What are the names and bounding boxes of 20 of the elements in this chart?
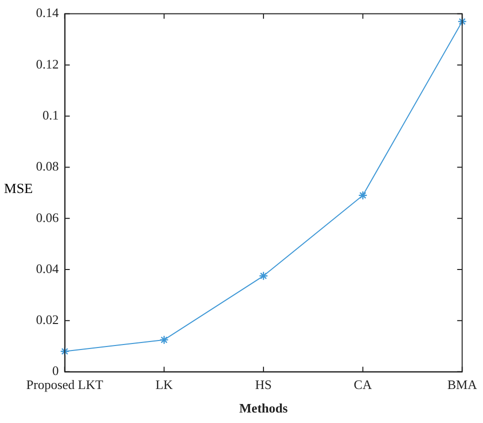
- x-tick-label: Proposed LKT: [26, 377, 104, 392]
- x-axis-title: Methods: [239, 400, 288, 416]
- x-tick-label: BMA: [447, 377, 478, 392]
- x-tick-label: HS: [255, 377, 272, 392]
- y-tick-label: 0.1: [42, 108, 59, 123]
- y-tick-label: 0.06: [36, 210, 60, 225]
- y-tick-label: 0.12: [36, 56, 59, 72]
- y-tick-label: 0: [52, 363, 59, 378]
- point: [60, 346, 70, 356]
- y-axis-title: MSE: [4, 182, 33, 198]
- x-tick-label: CA: [354, 377, 372, 392]
- y-tick-label: 0.14: [36, 5, 60, 20]
- y-tick-label: 0.08: [36, 158, 59, 174]
- y-tick-label: 0.04: [36, 260, 60, 276]
- point: [358, 190, 368, 200]
- x-tick-label: LK: [155, 377, 174, 392]
- point: [458, 16, 467, 26]
- point: [160, 335, 169, 344]
- y-tick-label: 0.02: [36, 312, 59, 328]
- point: [258, 271, 268, 281]
